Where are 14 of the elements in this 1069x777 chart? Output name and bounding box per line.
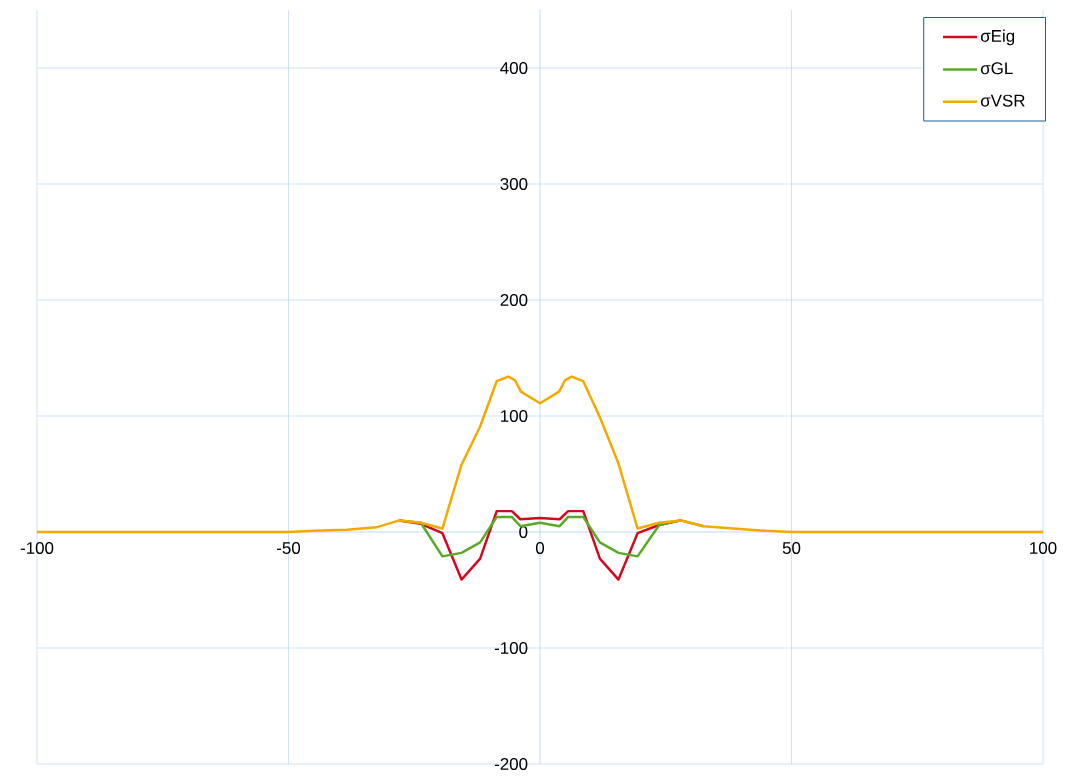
x-tick-label: -100 bbox=[20, 541, 54, 554]
legend-label: σVSR bbox=[980, 94, 1025, 107]
legend-label: σGL bbox=[980, 62, 1013, 75]
y-tick-label: 100 bbox=[501, 410, 528, 422]
x-tick-label: 0 bbox=[535, 541, 545, 554]
y-tick-label: 300 bbox=[500, 178, 528, 190]
y-tick-label: -100 bbox=[494, 642, 528, 654]
legend-label: σEig bbox=[980, 29, 1015, 46]
x-tick-label: 50 bbox=[782, 541, 801, 554]
y-tick-label: 400 bbox=[500, 62, 528, 74]
x-tick-label: 100 bbox=[1030, 541, 1057, 554]
x-tick-label: -50 bbox=[277, 541, 301, 554]
y-tick-label: 200 bbox=[500, 294, 528, 306]
y-tick-label: -200 bbox=[494, 758, 528, 770]
